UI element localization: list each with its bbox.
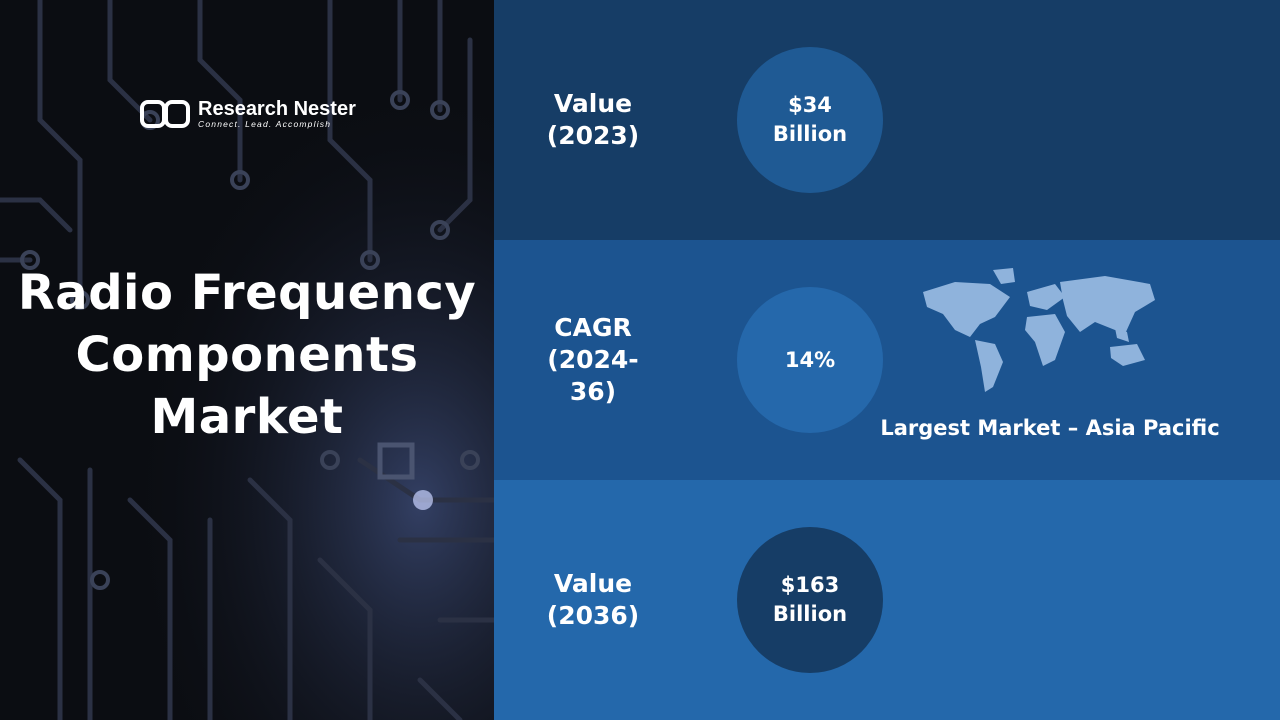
- value-line: Billion: [772, 122, 848, 146]
- value-circle: $34 Billion: [737, 47, 883, 193]
- largest-market: Largest Market – Asia Pacific: [880, 416, 1220, 440]
- world-map: [923, 268, 1155, 392]
- label-line: CAGR: [554, 313, 632, 342]
- circuit-background: [0, 0, 494, 720]
- value-line: 14%: [784, 347, 836, 372]
- title: Radio Frequency Components Market: [0, 262, 494, 448]
- row-label: Value (2023): [534, 0, 652, 240]
- title-line: Market: [150, 389, 344, 445]
- value-circle: $163 Billion: [737, 527, 883, 673]
- value-line: Billion: [772, 602, 848, 626]
- value-line: $163: [780, 573, 840, 597]
- row-label: Value (2036): [534, 480, 652, 720]
- logo: Research Nester Connect. Lead. Accomplis…: [140, 98, 356, 130]
- row: Value (2036) $163 Billion: [494, 480, 1280, 720]
- brand-name: Research Nester: [198, 98, 356, 120]
- title-line: Components: [75, 327, 419, 383]
- label-line: (2024-36): [547, 345, 639, 406]
- value-line: $34: [788, 93, 832, 117]
- row: CAGR (2024-36) 14%: [494, 240, 1280, 480]
- title-line: Radio Frequency: [17, 265, 477, 321]
- label-line: (2023): [546, 121, 640, 150]
- value-circle: 14%: [737, 287, 883, 433]
- brand-tagline: Connect. Lead. Accomplish: [198, 119, 332, 129]
- left-panel: Research Nester Connect. Lead. Accomplis…: [0, 0, 494, 720]
- row-label: CAGR (2024-36): [534, 240, 652, 480]
- row: Value (2023) $34 Billion: [494, 0, 1280, 240]
- label-line: (2036): [546, 601, 640, 630]
- label-line: Value: [553, 569, 633, 598]
- logo-icon: [140, 100, 190, 128]
- label-line: Value: [553, 89, 633, 118]
